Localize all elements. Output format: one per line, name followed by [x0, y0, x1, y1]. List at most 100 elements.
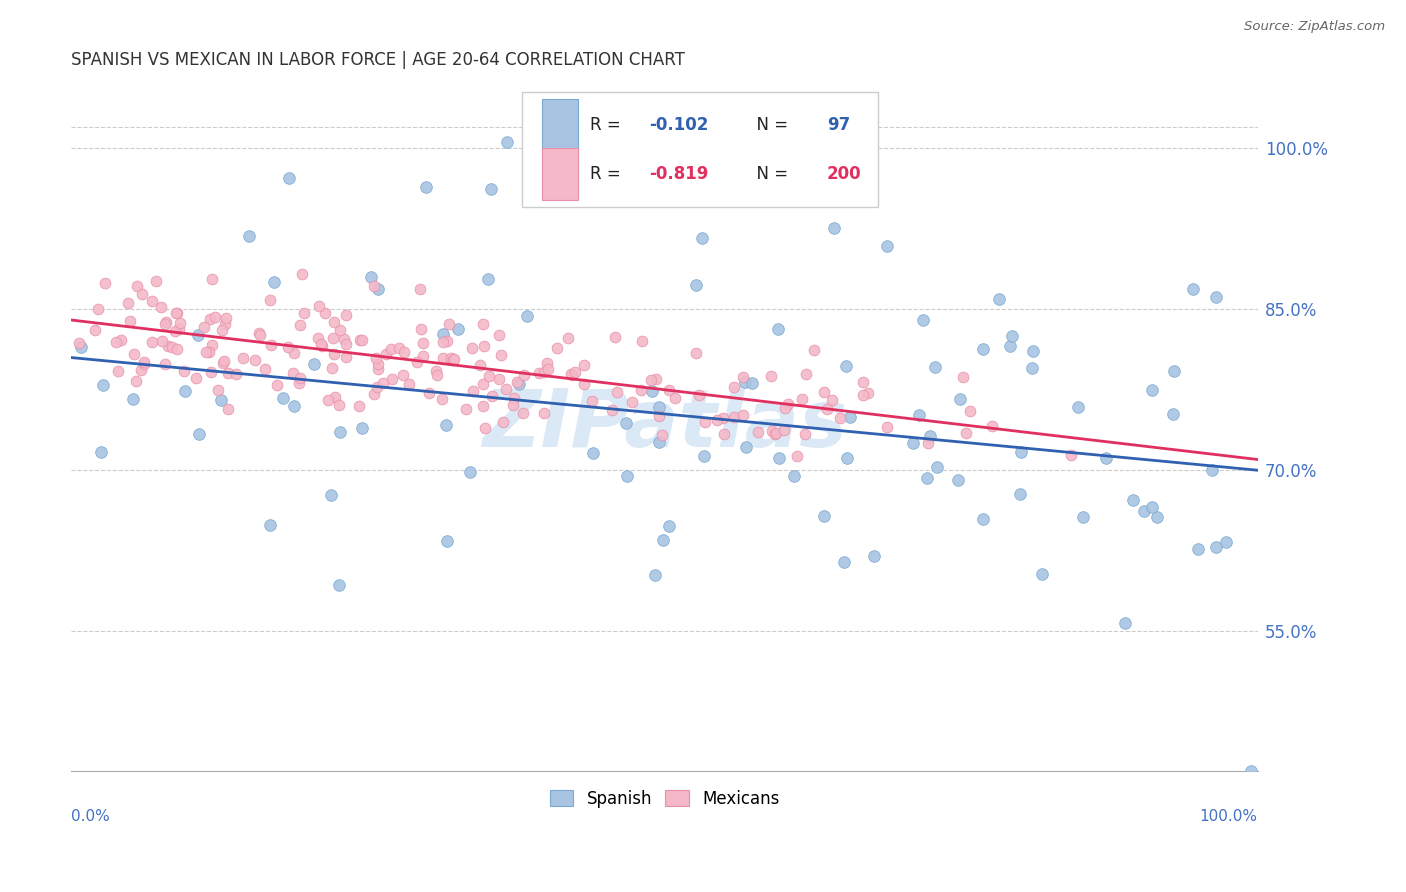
Point: [641, 384, 664, 398]
Point: [225, 367, 247, 381]
Point: [107, 364, 129, 378]
Point: [790, 392, 813, 406]
Point: [212, 356, 235, 370]
Point: [959, 404, 981, 418]
Point: [839, 409, 862, 424]
Point: [207, 384, 229, 398]
Point: [278, 171, 301, 186]
Point: [620, 394, 643, 409]
Point: [458, 465, 481, 479]
Point: [647, 409, 669, 424]
Point: [1142, 383, 1164, 397]
Point: [432, 327, 454, 342]
Point: [446, 322, 468, 336]
Point: [425, 368, 447, 383]
Point: [648, 434, 671, 449]
Point: [972, 342, 994, 356]
Point: [67, 335, 90, 350]
Point: [311, 339, 333, 353]
Point: [254, 362, 277, 376]
Point: [1071, 510, 1094, 524]
Bar: [543, 99, 578, 151]
Point: [512, 406, 534, 420]
Point: [412, 350, 434, 364]
Point: [335, 351, 357, 365]
Point: [529, 366, 551, 380]
Point: [166, 306, 188, 320]
Point: [169, 322, 191, 336]
Point: [352, 334, 374, 348]
Point: [474, 420, 496, 434]
Point: [516, 309, 538, 323]
Point: [367, 362, 389, 376]
Point: [443, 352, 465, 367]
Point: [118, 313, 141, 327]
Point: [644, 567, 666, 582]
Point: [436, 534, 458, 549]
Point: [432, 351, 454, 365]
Point: [981, 419, 1004, 434]
Point: [316, 392, 339, 407]
Point: [288, 371, 311, 385]
Text: N =: N =: [747, 165, 794, 183]
Point: [471, 377, 494, 392]
Point: [536, 362, 558, 376]
Point: [948, 473, 970, 487]
Point: [690, 230, 713, 244]
Point: [1114, 616, 1136, 631]
Point: [1122, 492, 1144, 507]
Point: [283, 399, 305, 413]
Point: [582, 446, 605, 460]
Point: [277, 340, 299, 354]
Point: [734, 375, 756, 389]
Point: [605, 136, 627, 150]
Point: [1132, 503, 1154, 517]
Point: [1161, 407, 1184, 421]
Point: [495, 382, 517, 396]
Point: [291, 267, 314, 281]
Point: [630, 383, 652, 397]
Point: [766, 322, 789, 336]
Point: [949, 392, 972, 407]
Point: [201, 338, 224, 352]
Point: [243, 352, 266, 367]
Point: [110, 333, 132, 347]
Point: [651, 427, 673, 442]
Point: [288, 318, 311, 332]
Point: [373, 376, 395, 391]
Point: [209, 393, 232, 408]
Point: [658, 519, 681, 533]
Point: [186, 327, 208, 342]
Point: [160, 340, 183, 354]
Point: [259, 293, 281, 307]
Point: [645, 372, 668, 386]
Point: [852, 388, 875, 402]
Point: [392, 345, 415, 359]
Point: [654, 177, 676, 191]
Point: [217, 367, 239, 381]
Point: [375, 347, 398, 361]
Point: [247, 326, 270, 340]
Point: [201, 272, 224, 286]
Point: [1215, 535, 1237, 549]
Point: [436, 334, 458, 348]
Point: [155, 317, 177, 331]
Point: [360, 269, 382, 284]
Point: [259, 518, 281, 533]
Point: [821, 393, 844, 408]
Point: [1205, 540, 1227, 554]
Point: [204, 310, 226, 325]
Point: [856, 386, 879, 401]
Point: [440, 351, 463, 365]
Point: [952, 370, 974, 384]
Point: [803, 343, 825, 357]
Text: 200: 200: [827, 165, 862, 183]
Point: [911, 313, 934, 327]
Point: [173, 364, 195, 378]
Point: [546, 341, 568, 355]
Point: [852, 375, 875, 389]
Legend: Spanish, Mexicans: Spanish, Mexicans: [543, 783, 786, 814]
Point: [125, 374, 148, 388]
Point: [925, 459, 948, 474]
Point: [194, 345, 217, 359]
